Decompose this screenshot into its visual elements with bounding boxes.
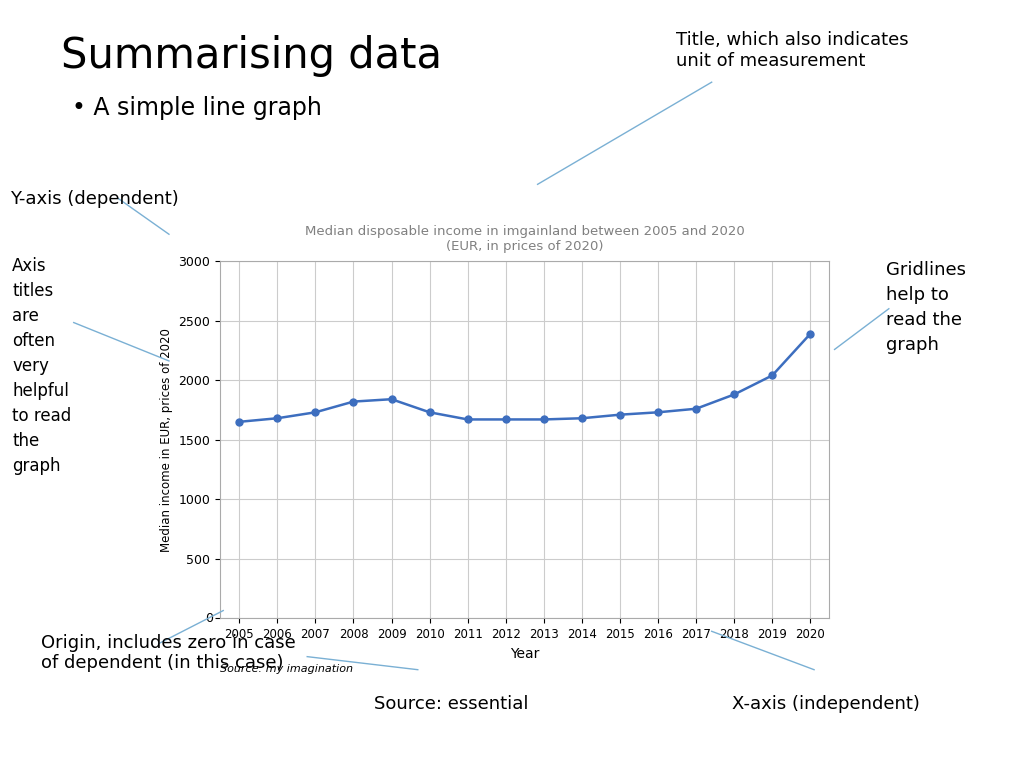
Text: Origin, includes zero in case
of dependent (in this case): Origin, includes zero in case of depende… (41, 634, 296, 673)
Title: Median disposable income in imgainland between 2005 and 2020
(EUR, in prices of : Median disposable income in imgainland b… (305, 225, 744, 253)
Text: Gridlines
help to
read the
graph: Gridlines help to read the graph (886, 261, 966, 354)
Text: Y-axis (dependent): Y-axis (dependent) (10, 190, 179, 208)
Text: • A simple line graph: • A simple line graph (72, 96, 322, 120)
Text: Summarising data: Summarising data (61, 35, 442, 77)
Text: Title, which also indicates
unit of measurement: Title, which also indicates unit of meas… (676, 31, 908, 70)
Text: X-axis (independent): X-axis (independent) (732, 695, 920, 713)
Text: Source: essential: Source: essential (374, 695, 528, 713)
Y-axis label: Median income in EUR, prices of 2020: Median income in EUR, prices of 2020 (160, 328, 173, 551)
Text: Axis
titles
are
often
very
helpful
to read
the
graph: Axis titles are often very helpful to re… (12, 257, 72, 475)
Text: 0: 0 (205, 612, 213, 624)
X-axis label: Year: Year (510, 647, 540, 660)
Text: Source: my imagination: Source: my imagination (220, 664, 353, 674)
